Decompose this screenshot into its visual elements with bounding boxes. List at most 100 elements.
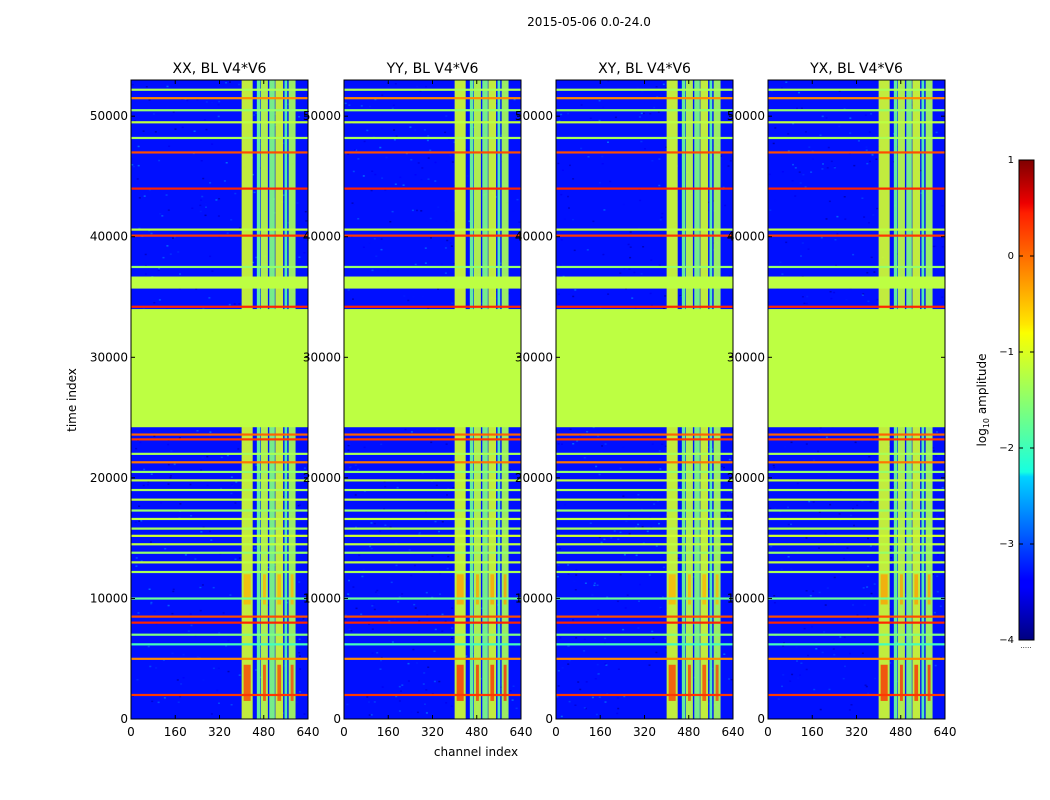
heatmap-noise-cell (789, 680, 792, 682)
time-line (768, 109, 945, 112)
heatmap-noise-cell (622, 495, 625, 497)
heatmap-noise-cell (451, 607, 454, 609)
time-line (131, 88, 308, 91)
heatmap-noise-cell (259, 432, 262, 435)
heatmap-noise-cell (597, 614, 599, 617)
heatmap-noise-cell (368, 714, 371, 716)
heatmap-noise-cell (182, 677, 185, 679)
heatmap-noise-cell (453, 262, 456, 265)
x-tick-label: 480 (677, 725, 700, 739)
heatmap-noise-cell (211, 143, 214, 145)
heatmap-noise-cell (143, 195, 146, 197)
heatmap-noise-cell (379, 146, 382, 149)
heatmap-noise-cell (142, 308, 145, 310)
heatmap-noise-cell (201, 584, 204, 586)
heatmap-noise-cell (843, 636, 846, 639)
x-tick-label: 320 (845, 725, 868, 739)
heatmap-noise-cell (653, 106, 656, 109)
y-tick-label: 30000 (515, 350, 553, 364)
heatmap-noise-cell (440, 263, 443, 265)
heatmap-noise-cell (381, 686, 384, 688)
heatmap-noise-cell (210, 539, 213, 541)
heatmap-noise-cell (500, 686, 503, 688)
heatmap-noise-cell (839, 636, 842, 638)
heatmap-noise-cell (658, 158, 661, 160)
heatmap-noise-cell (658, 264, 661, 266)
heatmap-noise-cell (821, 651, 824, 654)
heatmap-noise-cell (465, 508, 468, 510)
heatmap-noise-cell (824, 604, 827, 606)
heatmap-noise-cell (298, 116, 301, 118)
heatmap-noise-cell (444, 620, 447, 623)
heatmap-noise-cell (153, 302, 156, 304)
heatmap-noise-cell (430, 237, 432, 239)
heatmap-noise-cell (591, 696, 594, 699)
time-line (556, 657, 733, 660)
colorbar-gradient (1018, 159, 1035, 641)
heatmap-noise-cell (805, 443, 808, 445)
heatmap-noise-cell (863, 216, 866, 218)
heatmap-noise-cell (439, 593, 441, 595)
heatmap-noise-cell (425, 85, 427, 88)
heatmap-noise-cell (384, 189, 387, 191)
heatmap-noise-cell (633, 271, 636, 274)
heatmap-noise-cell (628, 515, 631, 517)
heatmap-noise-cell (355, 607, 358, 610)
x-tick-label: 0 (764, 725, 772, 739)
heatmap-noise-cell (774, 507, 777, 510)
heatmap-noise-cell (426, 614, 429, 616)
heatmap-noise-cell (508, 650, 511, 652)
heatmap-noise-cell (422, 683, 425, 685)
heatmap-noise-cell (425, 712, 428, 714)
heatmap-noise-cell (153, 435, 156, 437)
heatmap-noise-cell (797, 677, 800, 679)
heatmap-noise-cell (649, 292, 652, 295)
heatmap-noise-cell (145, 86, 148, 88)
heatmap-noise-cell (226, 232, 229, 234)
time-line (131, 527, 308, 530)
heatmap-noise-cell (209, 431, 212, 433)
heatmap-noise-cell (360, 613, 363, 615)
heatmap-noise-cell (212, 586, 215, 589)
heatmap-noise-cell (557, 443, 560, 445)
heatmap-noise-cell (638, 600, 640, 602)
y-tick-label: 0 (333, 712, 341, 726)
heatmap-noise-cell (574, 589, 577, 591)
heatmap-noise-cell (598, 182, 601, 184)
heatmap-noise-cell (402, 184, 405, 186)
time-line (768, 234, 945, 237)
heatmap-noise-cell (826, 587, 829, 589)
heatmap-noise-cell (299, 668, 302, 670)
heatmap-noise-cell (136, 679, 139, 681)
heatmap-noise-cell (940, 507, 943, 510)
heatmap-noise-cell (561, 443, 563, 445)
heatmap-noise-cell (132, 165, 135, 168)
heatmap-noise-cell (809, 595, 812, 597)
heatmap-noise-cell (874, 500, 877, 503)
heatmap-noise-cell (662, 307, 665, 310)
heatmap-noise-cell (413, 564, 416, 567)
x-tick-label: 640 (510, 725, 533, 739)
heatmap-noise-cell (210, 713, 213, 715)
colorbar-tick-label: −1 (999, 347, 1014, 358)
time-line (344, 461, 521, 464)
heatmap-noise-cell (368, 701, 370, 703)
hot-spot (277, 664, 282, 701)
heatmap-noise-cell (723, 653, 726, 655)
heatmap-noise-cell (637, 494, 640, 496)
heatmap-noise-cell (729, 160, 732, 162)
heatmap-noise-cell (366, 129, 369, 132)
time-line (556, 488, 733, 492)
heatmap-noise-cell (650, 259, 653, 261)
heatmap-noise-cell (720, 155, 723, 157)
heatmap-noise-cell (446, 494, 448, 496)
heatmap-noise-cell (350, 630, 353, 632)
time-line (131, 121, 308, 124)
heatmap-noise-cell (665, 647, 668, 649)
heatmap-noise-cell (850, 514, 853, 517)
time-line (131, 305, 308, 308)
heatmap-noise-cell (363, 140, 366, 143)
time-line (556, 234, 733, 237)
time-line (768, 633, 945, 636)
time-line (556, 136, 733, 140)
